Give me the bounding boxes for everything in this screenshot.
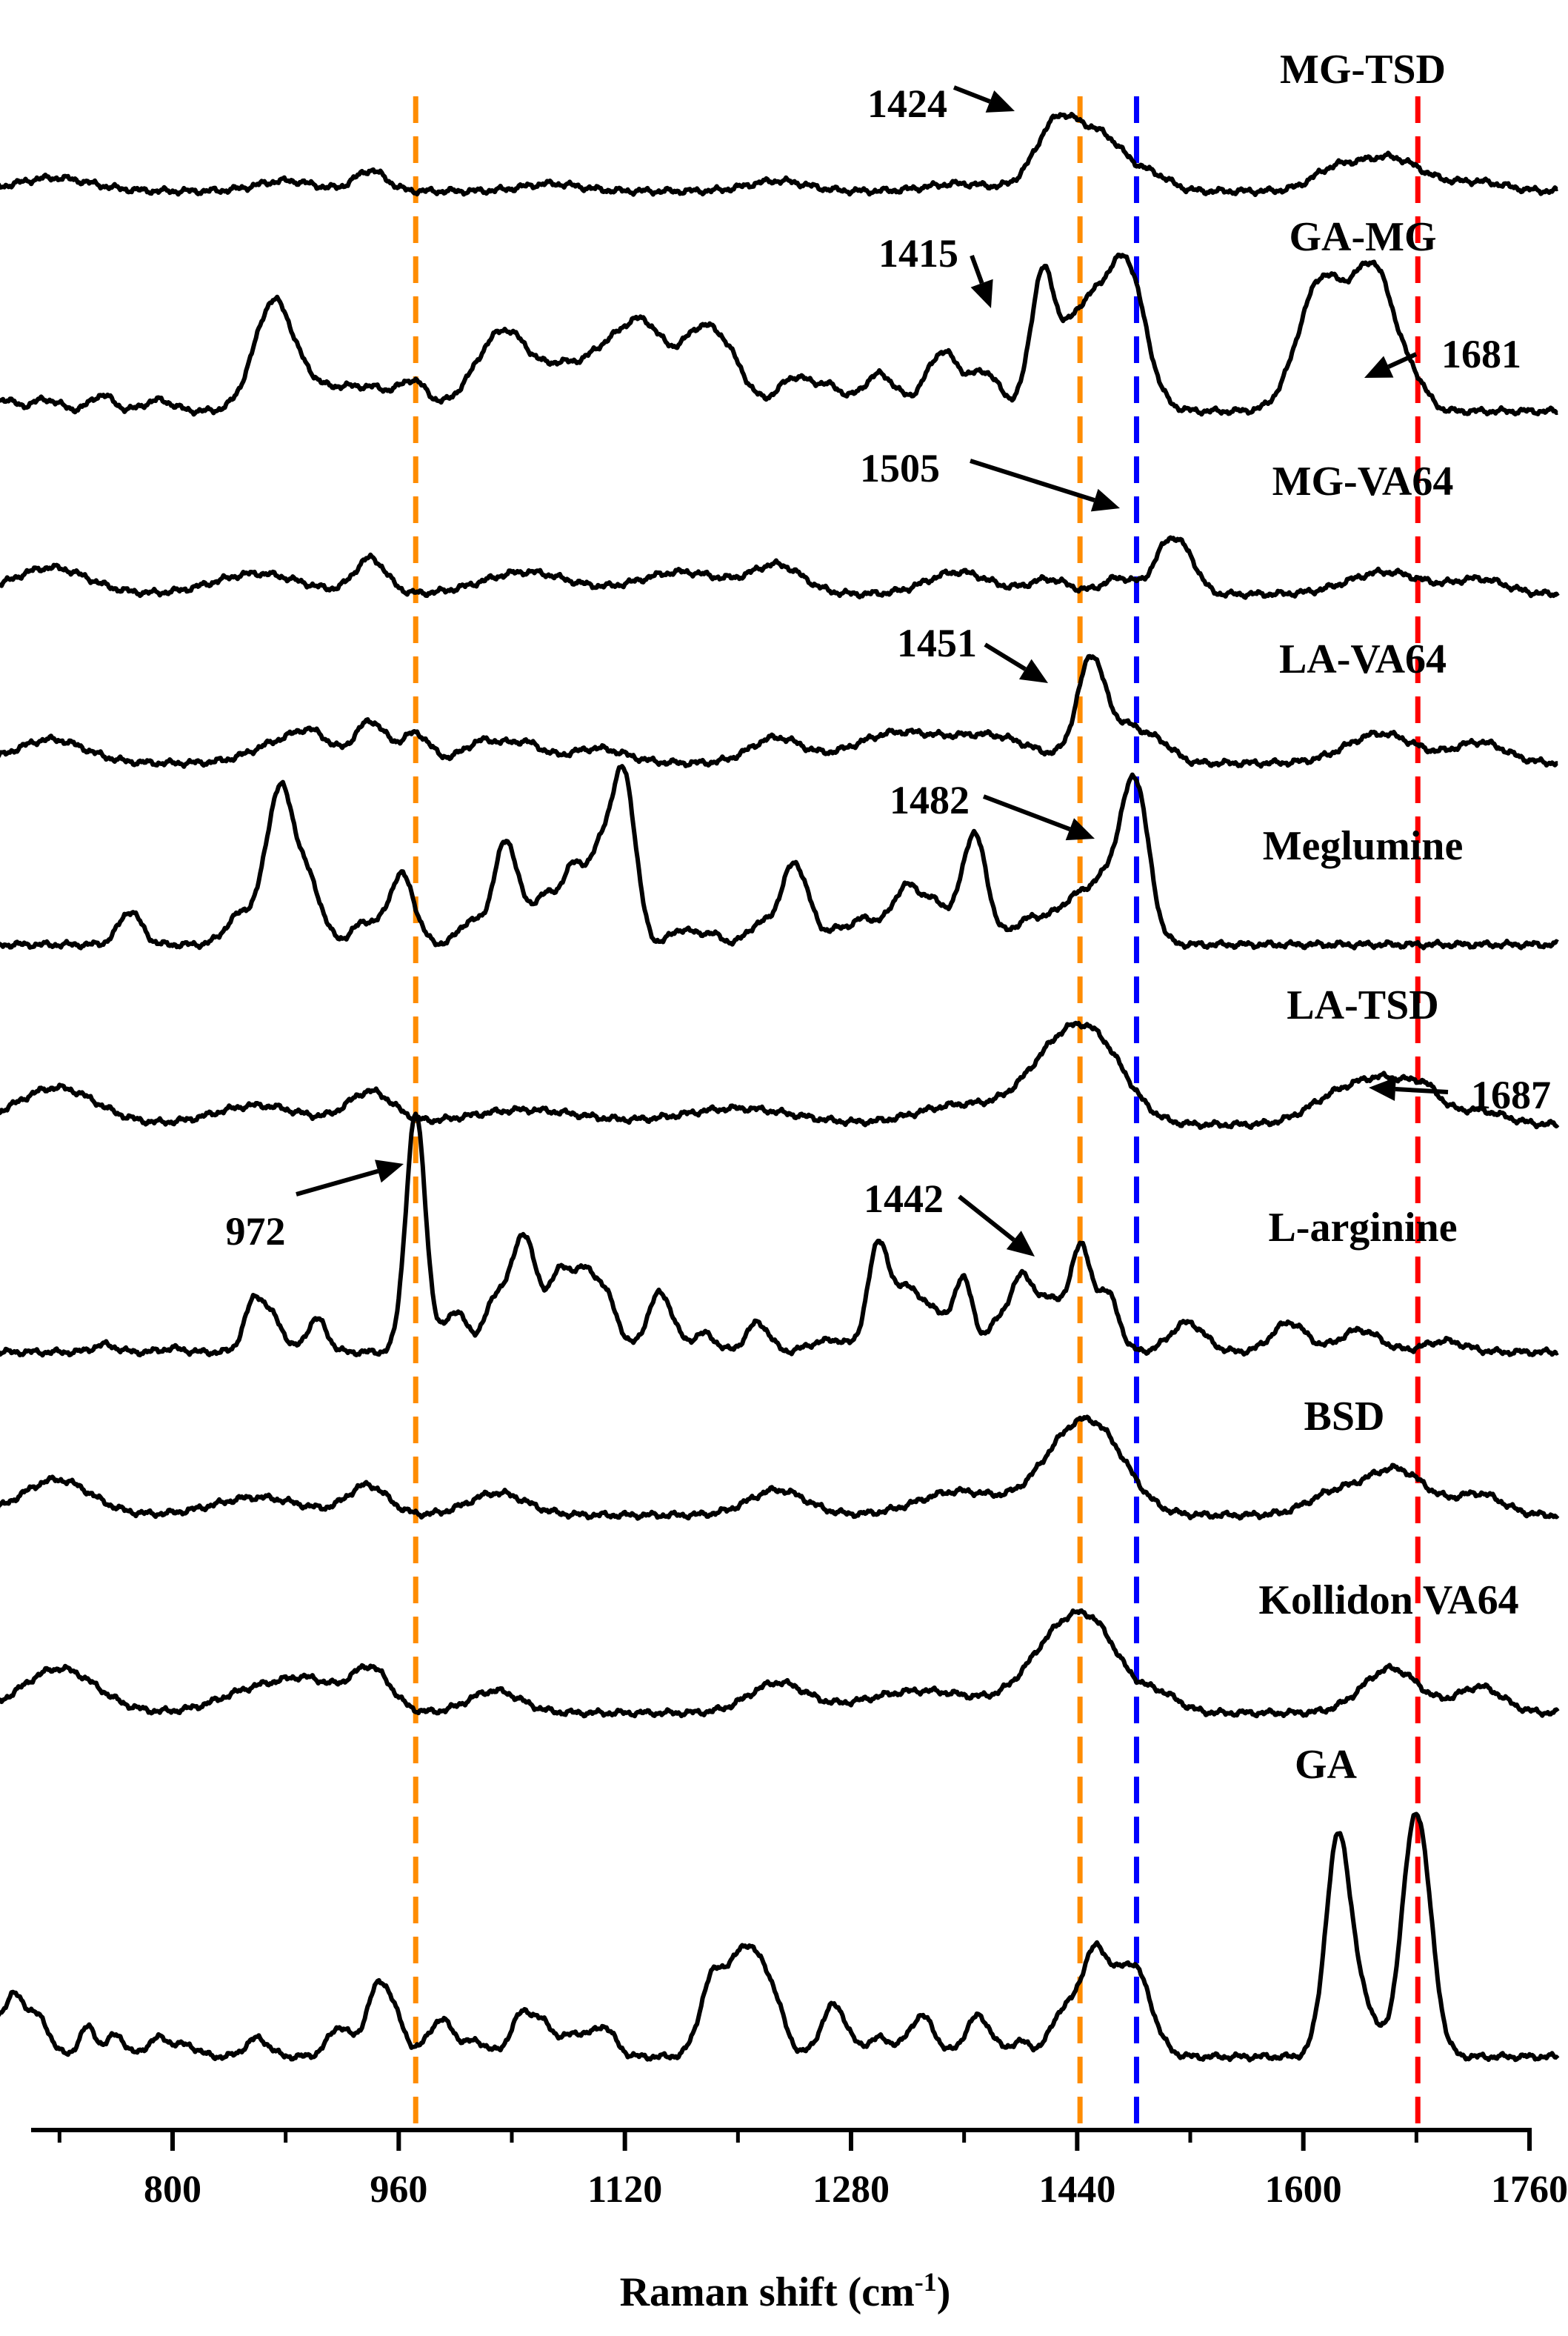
- annotation-1505-arrow-head: [1090, 488, 1120, 512]
- annotation-1451-label: 1451: [897, 621, 977, 665]
- annotation-1687-arrow-line: [1395, 1087, 1449, 1094]
- annotation-1442-arrow-line: [958, 1194, 1015, 1242]
- peak-annotations: 1424 1415 1681 1505 1451 1482 1687 972 1442: [226, 81, 1551, 1257]
- x-tick-label-800: 800: [144, 2169, 201, 2211]
- series-line-mg-va64: [0, 535, 1560, 600]
- x-tick-label-960: 960: [370, 2169, 427, 2211]
- x-ticks: 800 960 1120 1280 1440 1600 1760: [57, 2130, 1568, 2211]
- x-tick-label-1280: 1280: [813, 2169, 890, 2211]
- series-line-bsd: [0, 1414, 1560, 1521]
- series-label-mg-va64: MG-VA64: [1272, 459, 1454, 505]
- series-line-meglumine: [0, 764, 1559, 951]
- x-axis-title-unit-sup: -1: [915, 2267, 937, 2297]
- annotation-1681-label: 1681: [1441, 332, 1521, 376]
- annotation-1415-arrow-head: [970, 279, 993, 308]
- annotation-1482-arrow-line: [982, 794, 1071, 832]
- series-label-la-va64: LA-VA64: [1279, 636, 1447, 682]
- annotation-1505-label: 1505: [860, 446, 940, 490]
- series-line-l-arginine: [0, 1111, 1559, 1358]
- spectra-group: [0, 111, 1560, 2063]
- x-axis-title-main: Raman shift (cm: [620, 2269, 915, 2315]
- annotation-1482-arrow-head: [1065, 818, 1095, 841]
- series-label-mg-tsd: MG-TSD: [1280, 47, 1446, 93]
- annotation-1687-arrow-head: [1369, 1077, 1396, 1101]
- series-label-ga: GA: [1295, 1742, 1358, 1788]
- series-label-la-tsd: LA-TSD: [1287, 982, 1438, 1028]
- series-line-ga: [0, 1811, 1560, 2063]
- series-label-ga-mg: GA-MG: [1289, 214, 1436, 260]
- series-label-kollidon-va64: Kollidon VA64: [1258, 1577, 1518, 1623]
- annotation-1442-label: 1442: [864, 1177, 944, 1221]
- annotation-1442-arrow-head: [1006, 1231, 1035, 1257]
- annotation-972-arrow-line: [296, 1168, 379, 1197]
- series-label-meglumine: Meglumine: [1263, 823, 1464, 869]
- series-label-l-arginine: L-arginine: [1268, 1205, 1457, 1251]
- x-axis-title-close: ): [937, 2269, 951, 2315]
- x-axis-title: Raman shift (cm-1): [620, 2267, 951, 2315]
- annotation-1687-label: 1687: [1471, 1073, 1551, 1117]
- x-tick-label-1120: 1120: [587, 2169, 662, 2211]
- series-line-kollidon-va64: [0, 1608, 1560, 1719]
- annotation-1424-arrow-line: [953, 85, 991, 104]
- annotation-972-arrow-head: [375, 1159, 404, 1183]
- x-tick-label-1440: 1440: [1038, 2169, 1115, 2211]
- annotation-1505-arrow-line: [970, 459, 1095, 502]
- annotation-1451-arrow-line: [984, 642, 1027, 671]
- annotation-1681-arrow-line: [1387, 352, 1418, 369]
- annotation-1424-arrow-head: [985, 90, 1015, 113]
- annotation-1681-arrow-head: [1364, 356, 1394, 378]
- series-label-bsd: BSD: [1304, 1394, 1385, 1440]
- series-line-la-tsd: [0, 1020, 1560, 1131]
- x-tick-label-1760: 1760: [1491, 2169, 1568, 2211]
- annotation-1451-arrow-head: [1018, 659, 1048, 683]
- series-line-ga-mg: [0, 252, 1559, 417]
- annotation-1482-label: 1482: [890, 778, 970, 822]
- annotation-1415-arrow-line: [970, 254, 984, 284]
- series-labels: MG-TSD GA-MG MG-VA64 LA-VA64 Meglumine LA-TSD…: [1258, 47, 1518, 1788]
- series-line-mg-tsd: [0, 111, 1559, 197]
- series-line-la-va64: [0, 653, 1559, 769]
- annotation-1415-label: 1415: [878, 231, 958, 276]
- annotation-1424-label: 1424: [867, 81, 947, 126]
- annotation-972-label: 972: [226, 1209, 286, 1254]
- x-tick-label-1600: 1600: [1265, 2169, 1342, 2211]
